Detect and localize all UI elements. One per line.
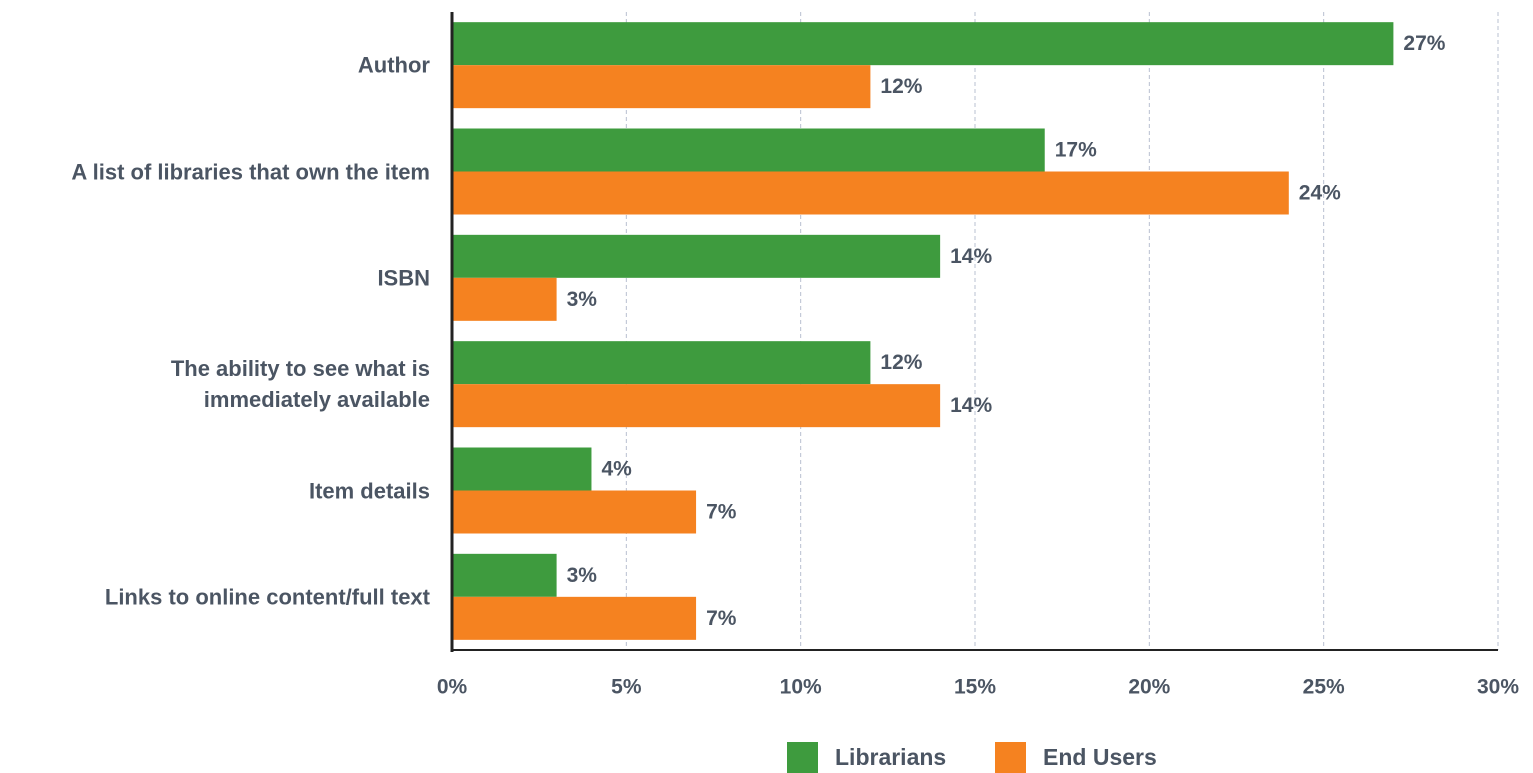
legend-swatch <box>787 742 818 773</box>
bar <box>452 384 941 428</box>
value-label: 7% <box>706 607 737 630</box>
value-label: 12% <box>880 75 922 98</box>
bar <box>452 553 557 597</box>
value-label: 3% <box>567 564 598 587</box>
x-tick-label: 0% <box>437 676 468 699</box>
value-label: 12% <box>880 351 922 374</box>
bar <box>452 22 1394 66</box>
bar <box>452 277 557 321</box>
y-tick-label: A list of libraries that own the item <box>71 159 430 184</box>
legend-label: End Users <box>1043 744 1157 770</box>
x-tick-label: 20% <box>1128 676 1170 699</box>
y-tick-label: ISBN <box>377 265 430 291</box>
bar <box>452 490 697 534</box>
bar <box>452 341 871 385</box>
value-label: 27% <box>1403 32 1445 55</box>
bar <box>452 65 871 109</box>
x-tick-label: 10% <box>780 676 822 699</box>
bar <box>452 234 941 278</box>
bar <box>452 596 697 640</box>
legend-label: Librarians <box>835 744 946 770</box>
bar <box>452 447 592 491</box>
value-label: 24% <box>1299 182 1341 205</box>
bar <box>452 128 1045 172</box>
value-label: 14% <box>950 394 992 417</box>
value-label: 7% <box>706 501 737 524</box>
value-label: 3% <box>567 288 598 311</box>
y-tick-label: The ability to see what is immediately a… <box>170 356 430 413</box>
x-tick-label: 15% <box>954 676 996 699</box>
value-label: 17% <box>1055 139 1097 162</box>
y-tick-label: Item details <box>308 478 430 503</box>
bar <box>452 171 1289 215</box>
value-label: 14% <box>950 245 992 268</box>
y-tick-label: Author <box>357 52 430 78</box>
x-tick-label: 5% <box>611 676 642 699</box>
x-tick-label: 30% <box>1477 676 1519 699</box>
y-tick-label: Links to online content/full text <box>104 584 430 610</box>
value-label: 4% <box>601 458 632 481</box>
legend-swatch <box>995 742 1026 773</box>
x-tick-label: 25% <box>1303 676 1345 699</box>
